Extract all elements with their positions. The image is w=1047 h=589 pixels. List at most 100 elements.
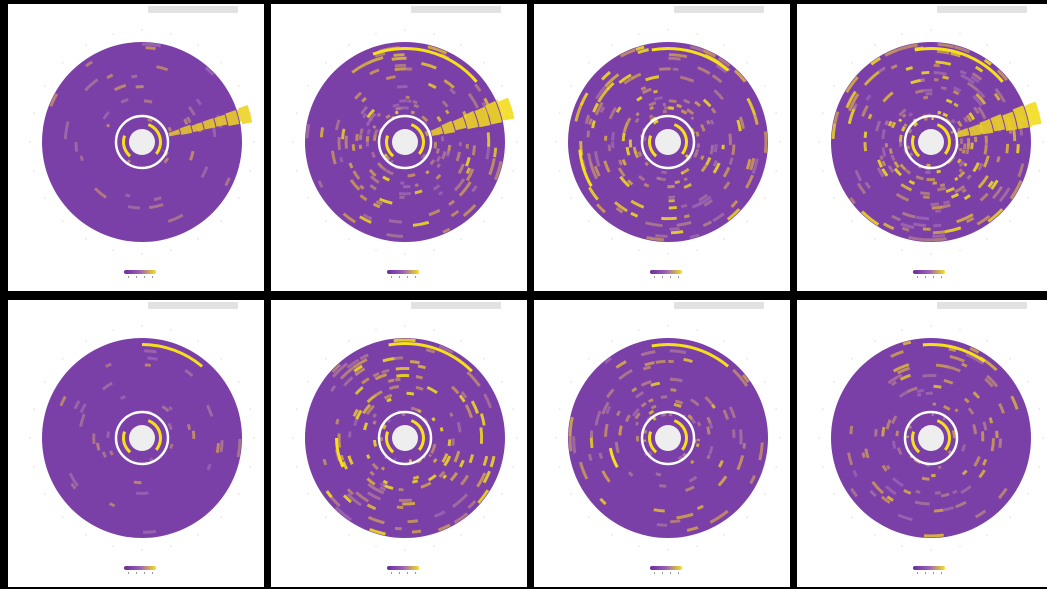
heat-cell (369, 527, 386, 536)
heat-cell (109, 450, 114, 456)
heat-cell (615, 410, 621, 417)
angle-tick (348, 238, 350, 240)
heat-cell (922, 195, 930, 199)
heat-cell (888, 148, 893, 155)
polar-heatmap-svg (29, 29, 255, 255)
heat-cell (660, 395, 668, 399)
heat-cell (335, 119, 341, 131)
heat-cell (386, 233, 404, 238)
heat-cell (958, 170, 966, 179)
heat-cell (662, 102, 666, 107)
heat-cell (215, 443, 220, 454)
heat-cell (358, 144, 363, 150)
heat-cell (717, 56, 731, 67)
heat-cell (745, 174, 754, 189)
heat-cell (942, 112, 949, 118)
angle-tick (375, 33, 377, 35)
heat-cell (407, 519, 419, 524)
heat-cell (882, 91, 894, 103)
beam-wedge (202, 118, 216, 130)
colorbar-swatch (650, 566, 682, 570)
heat-cell (449, 87, 457, 95)
heat-cell (676, 103, 682, 109)
angle-tick (404, 253, 406, 255)
heat-cell (390, 159, 394, 164)
heat-cell (337, 433, 342, 448)
heat-cell (379, 486, 387, 492)
heat-cell (967, 81, 979, 92)
heat-cell (186, 423, 192, 430)
heat-cell (605, 405, 612, 415)
angle-tick (746, 62, 748, 64)
heat-cell (890, 350, 904, 358)
heat-cell (632, 407, 640, 417)
heat-cell (355, 491, 370, 503)
hot-arc (335, 438, 345, 468)
angle-tick (723, 238, 725, 240)
heat-cell (688, 475, 698, 483)
angle-tick (723, 534, 725, 536)
angle-tick (1009, 62, 1011, 64)
heat-cell (887, 373, 903, 385)
angle-tick (29, 141, 31, 143)
heat-cell (682, 452, 687, 458)
heat-cell (394, 63, 406, 68)
heat-cell (405, 67, 413, 71)
angle-tick (238, 85, 240, 87)
angle-tick (588, 62, 590, 64)
heat-cell (908, 235, 930, 242)
heat-cell (956, 213, 974, 224)
heat-cell (696, 143, 700, 149)
heat-cell (915, 489, 921, 494)
heat-cell (458, 142, 462, 147)
angle-tick (559, 408, 561, 410)
heat-cell (359, 128, 364, 135)
heat-cell (597, 87, 610, 103)
heat-cell (599, 497, 607, 506)
heat-cell (944, 226, 962, 234)
heat-cell (984, 377, 994, 388)
heat-cell (186, 116, 192, 124)
heat-cell (598, 452, 603, 460)
heat-cell (372, 134, 377, 141)
angle-tick (170, 249, 172, 251)
heat-cell (713, 89, 724, 101)
colorbar-legend (913, 566, 949, 576)
heat-cell (696, 504, 704, 511)
angle-tick (307, 381, 309, 383)
heat-cell (899, 373, 911, 381)
heat-cell (359, 353, 369, 361)
heat-cell (167, 422, 173, 431)
heat-cell (712, 159, 718, 167)
heat-cell (667, 184, 675, 189)
angle-tick (512, 466, 514, 468)
heat-cell (952, 434, 956, 439)
heat-cell (640, 350, 656, 357)
heat-cell (611, 131, 615, 141)
heat-cell (409, 360, 420, 365)
panel-title-bar (937, 302, 1027, 309)
heat-cell (366, 503, 377, 511)
heat-cell (637, 48, 649, 54)
heat-cell (966, 216, 975, 224)
heat-cell (589, 430, 594, 438)
heat-cell (663, 106, 670, 110)
heat-cell (870, 57, 881, 66)
heat-cell (482, 455, 489, 467)
heat-cell (908, 152, 914, 157)
heat-cell (881, 168, 889, 177)
heat-cell (355, 409, 363, 420)
heat-cell (640, 380, 652, 387)
heat-cell (352, 408, 359, 417)
heat-cell (435, 173, 442, 180)
heat-cell (955, 500, 967, 509)
heat-cell (377, 162, 384, 169)
heat-cell (998, 187, 1011, 203)
heat-cell (421, 62, 437, 70)
heat-cell (661, 170, 667, 175)
heat-cell (483, 393, 493, 409)
heat-cell (984, 135, 988, 144)
heat-cell (206, 404, 214, 417)
heat-cell (861, 452, 866, 458)
heat-cell (369, 68, 380, 76)
